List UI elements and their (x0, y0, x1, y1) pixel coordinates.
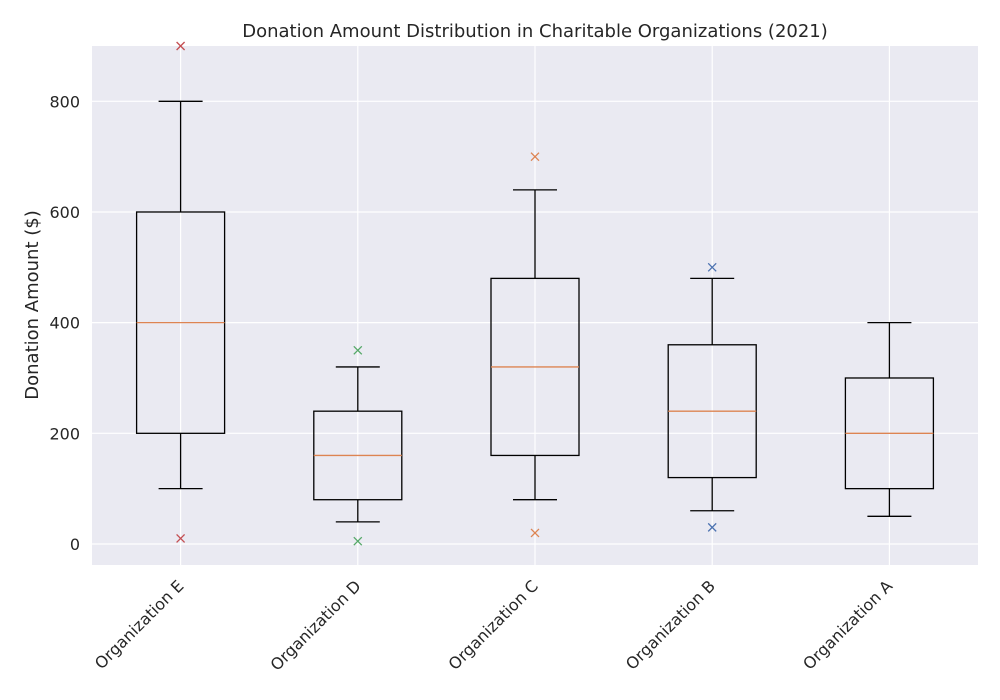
outlier-point (353, 345, 363, 355)
box-organization-a (844, 322, 935, 517)
outlier-point (176, 41, 186, 51)
outlier-point (530, 152, 540, 162)
outlier-point (176, 533, 186, 543)
box-organization-c (490, 152, 580, 538)
y-tick-label: 0 (70, 535, 80, 554)
box-organization-d (313, 345, 403, 546)
x-tick-label: Organization D (267, 576, 365, 674)
y-tick-label: 800 (49, 92, 80, 111)
outlier-point (353, 536, 363, 546)
box-organization-e (135, 41, 226, 543)
box-organization-b (667, 262, 757, 532)
y-tick-label: 200 (49, 424, 80, 443)
y-tick-label: 400 (49, 314, 80, 333)
x-tick-label: Organization B (622, 576, 719, 673)
outlier-point (530, 528, 540, 538)
x-tick-label: Organization C (445, 576, 542, 673)
outlier-point (707, 522, 717, 532)
chart-title: Donation Amount Distribution in Charitab… (242, 21, 828, 42)
outlier-point (707, 262, 717, 272)
grid-lines (92, 46, 978, 565)
y-axis-label: Donation Amount ($) (22, 210, 43, 399)
y-tick-label: 600 (49, 203, 80, 222)
box-series (135, 41, 935, 546)
x-tick-label: Organization E (91, 576, 188, 673)
x-tick-label: Organization A (799, 576, 896, 673)
